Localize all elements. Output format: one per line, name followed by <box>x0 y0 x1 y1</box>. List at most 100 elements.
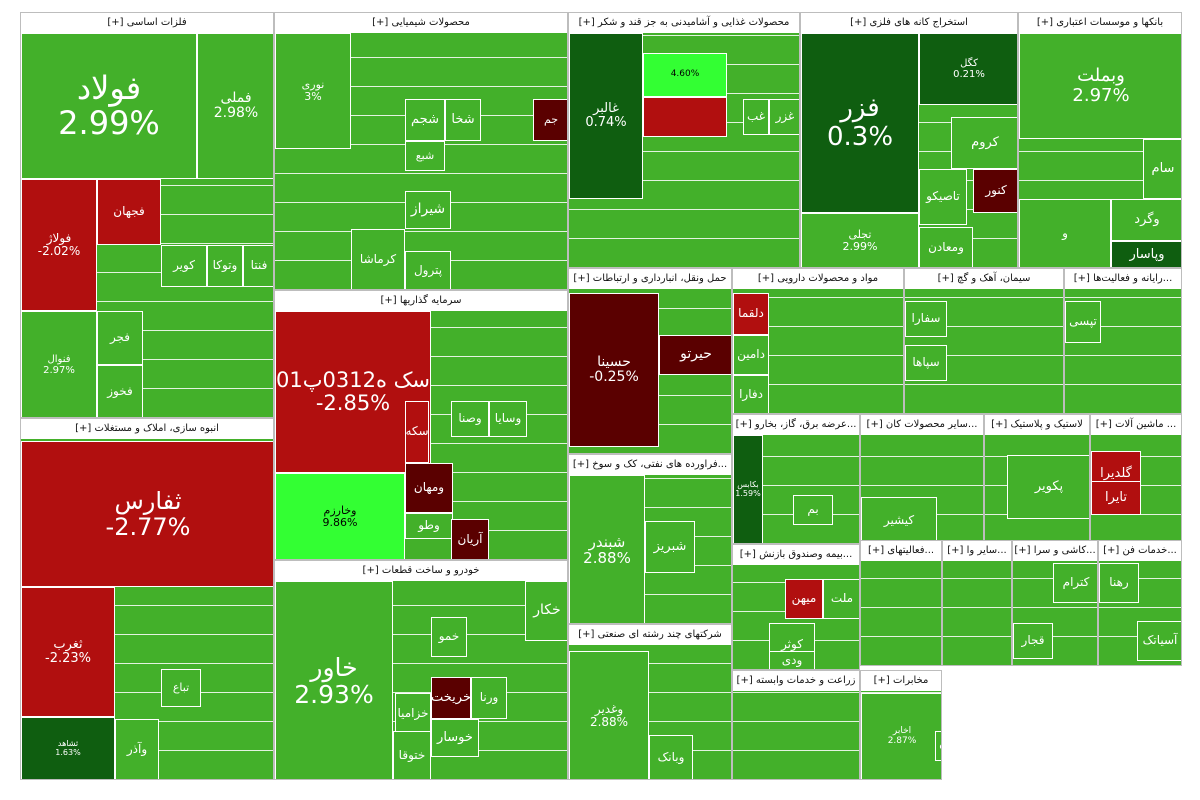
sector-header[interactable]: لاستیک و پلاستیک [+] <box>985 415 1089 435</box>
tile-shiraz[interactable]: شیراز <box>405 191 451 229</box>
tile-vo[interactable]: و <box>1019 199 1111 267</box>
tile-shabe[interactable]: شبع <box>405 141 445 171</box>
tile-vsaba[interactable]: وسایا <box>489 401 527 437</box>
tile-folad[interactable]: فولاد 2.99% <box>21 33 197 179</box>
sector-header[interactable]: ... ماشین آلات [+] <box>1091 415 1181 435</box>
tile-kerom[interactable]: کروم <box>951 117 1017 169</box>
tile-dalgma[interactable]: دلقما <box>733 293 769 335</box>
tile-fameli[interactable]: فملی 2.98% <box>197 33 273 179</box>
tile-mellat[interactable]: ملت <box>823 579 859 619</box>
tile-folaj[interactable]: فولاژ -2.02% <box>21 179 97 311</box>
tile-bem[interactable]: بم <box>793 495 833 525</box>
tile-fakhoz[interactable]: فخوز <box>97 365 143 417</box>
tile-akhaber[interactable]: اخابر 2.87% <box>861 693 941 779</box>
tile-sahaa[interactable]: سپاها <box>905 345 947 381</box>
tile-khavar[interactable]: خاور 2.93% <box>275 581 393 779</box>
tile-fajahan[interactable]: فجهان <box>97 179 161 245</box>
tile-vkharazm[interactable]: وخارزم 9.86% <box>275 473 405 559</box>
tile-tapisi[interactable]: تپسی <box>1065 301 1101 343</box>
tile-vbmellat[interactable]: وبملت 2.97% <box>1019 33 1181 139</box>
tile-khoutoga[interactable]: ختوقا <box>393 731 431 779</box>
sector-header[interactable]: بانکها و موسسات اعتباری [+] <box>1019 13 1181 33</box>
sector-header[interactable]: خودرو و ساخت قطعات [+] <box>275 561 567 581</box>
tile-asiatak[interactable]: آسیاتک <box>1137 621 1181 661</box>
tile-sekeh[interactable]: سکه <box>405 401 429 463</box>
sector-header[interactable]: زراعت و خدمات وابسته [+] <box>733 671 859 691</box>
tile-keram[interactable]: کترام <box>1053 563 1097 603</box>
sector-header[interactable]: ...خدمات فن [+] <box>1099 541 1181 561</box>
tile-shebriz[interactable]: شبریز <box>645 521 695 573</box>
sector-header[interactable]: انبوه سازی، املاک و مستغلات [+] <box>21 419 273 439</box>
tile-khzamia[interactable]: خزامیا <box>395 693 431 735</box>
tile-vbank[interactable]: وبانک <box>649 735 693 779</box>
tile-mihan[interactable]: میهن <box>785 579 823 619</box>
tile-tajli[interactable]: تجلی 2.99% <box>801 213 919 267</box>
tile-vagard[interactable]: وگرد <box>1111 199 1181 241</box>
tile-vtooka[interactable]: وتوکا <box>207 245 243 287</box>
tile-ghazar[interactable]: غزر <box>769 99 799 135</box>
tile-rahna[interactable]: رهنا <box>1099 563 1139 603</box>
sector-header[interactable]: مخابرات [+] <box>861 671 941 691</box>
sector-header[interactable]: استخراج کانه های فلزی [+] <box>801 13 1017 33</box>
tile-kavir[interactable]: کویر <box>161 245 207 287</box>
tile-arian[interactable]: آریان <box>451 519 489 559</box>
sector-header[interactable]: ...فعالیتهای [+] <box>861 541 941 561</box>
tile-fajr[interactable]: فجر <box>97 311 143 365</box>
tile-ghaler[interactable]: غالبر 0.74% <box>569 33 643 199</box>
sector-header[interactable]: فلزات اساسی [+] <box>21 13 273 33</box>
tile-khakar[interactable]: خکار <box>525 581 567 641</box>
tile-vernaa[interactable]: ورنا <box>471 677 507 719</box>
sector-header[interactable]: شرکتهای چند رشته ای صنعتی [+] <box>569 625 731 645</box>
tile-shekha[interactable]: شخا <box>445 99 481 141</box>
tile-khomo[interactable]: خمو <box>431 617 467 657</box>
tile-ghpak[interactable]: 4.60% <box>643 53 727 97</box>
tile-damin[interactable]: دامین <box>733 335 769 375</box>
tile-vpasar[interactable]: وپاسار <box>1111 241 1181 267</box>
sector-header[interactable]: سیمان، آهک و گچ [+] <box>905 269 1063 289</box>
tile-pettrol[interactable]: پترول <box>405 251 451 289</box>
tile-fena[interactable]: فنتا <box>243 245 273 287</box>
tile-shajam[interactable]: شجم <box>405 99 445 141</box>
sector-header[interactable]: ...بیمه وصندوق بازنش [+] <box>733 545 859 565</box>
sector-header[interactable]: سرمایه گذاریها [+] <box>275 291 567 311</box>
tile-noori[interactable]: نوری 3% <box>275 33 351 149</box>
sector-header[interactable]: ...سایر محصولات کان [+] <box>861 415 983 435</box>
sector-header[interactable]: ...عرضه برق، گاز، بخارو [+] <box>733 415 859 435</box>
tile-chekave[interactable]: چکاوه <box>935 731 941 761</box>
sector-header[interactable]: ...سایر وا [+] <box>943 541 1011 561</box>
tile-vader[interactable]: وآذر <box>115 719 159 779</box>
tile-vghadir[interactable]: وغدیر 2.88% <box>569 651 649 779</box>
tile-kesher[interactable]: کیشیر <box>861 497 937 543</box>
tile-shebandar[interactable]: شبندر 2.88% <box>569 475 645 623</box>
tile-sam[interactable]: سام <box>1143 139 1181 199</box>
tile-sgharb[interactable]: ثغرب -2.23% <box>21 587 115 717</box>
tile-khosar[interactable]: خوسار <box>431 719 479 757</box>
sector-header[interactable]: محصولات غذایی و آشامیدنی به جز قند و شکر… <box>569 13 799 33</box>
sector-header[interactable]: ...فراورده های نفتی، کک و سوخ [+] <box>569 455 731 475</box>
tile-vadi[interactable]: ودی <box>769 651 815 669</box>
tile-kermasha[interactable]: کرماشا <box>351 229 405 289</box>
tile-sfara[interactable]: سفارا <box>905 301 947 337</box>
tile-taira[interactable]: تایرا <box>1091 481 1141 515</box>
tile-ghred[interactable] <box>643 97 727 137</box>
tile-fnoo[interactable]: فنوال 2.97% <box>21 311 97 417</box>
tile-tasico[interactable]: تاصیکو <box>919 169 967 225</box>
tile-kharikht[interactable]: خریخت <box>431 677 471 719</box>
tile-kenour[interactable]: کنور <box>973 169 1017 213</box>
tile-sshahd[interactable]: ثشاهد 1.63% <box>21 717 115 779</box>
sector-header[interactable]: محصولات شیمیایی [+] <box>275 13 567 33</box>
sector-header[interactable]: حمل ونقل، انبارداری و ارتباطات [+] <box>569 269 731 289</box>
tile-vsina[interactable]: وصنا <box>451 401 489 437</box>
tile-sefars[interactable]: ثفارس -2.77% <box>21 441 273 587</box>
tile-dafara[interactable]: دفارا <box>733 375 769 413</box>
sector-header[interactable]: ...رایانه و فعالیت‌ها [+] <box>1065 269 1181 289</box>
tile-bkabs[interactable]: بکابس 1.59% <box>733 435 763 543</box>
tile-ghajar[interactable]: قجار <box>1013 623 1053 659</box>
tile-tabaa[interactable]: تباع <box>161 669 201 707</box>
tile-ghab[interactable]: غب <box>743 99 769 135</box>
tile-vtoo[interactable]: وطو <box>405 513 453 539</box>
tile-hirto[interactable]: حیرتو <box>659 335 731 375</box>
tile-fazar[interactable]: فزر 0.3% <box>801 33 919 213</box>
tile-kegol[interactable]: کگل 0.21% <box>919 33 1017 105</box>
tile-hsina[interactable]: حسینا -0.25% <box>569 293 659 447</box>
